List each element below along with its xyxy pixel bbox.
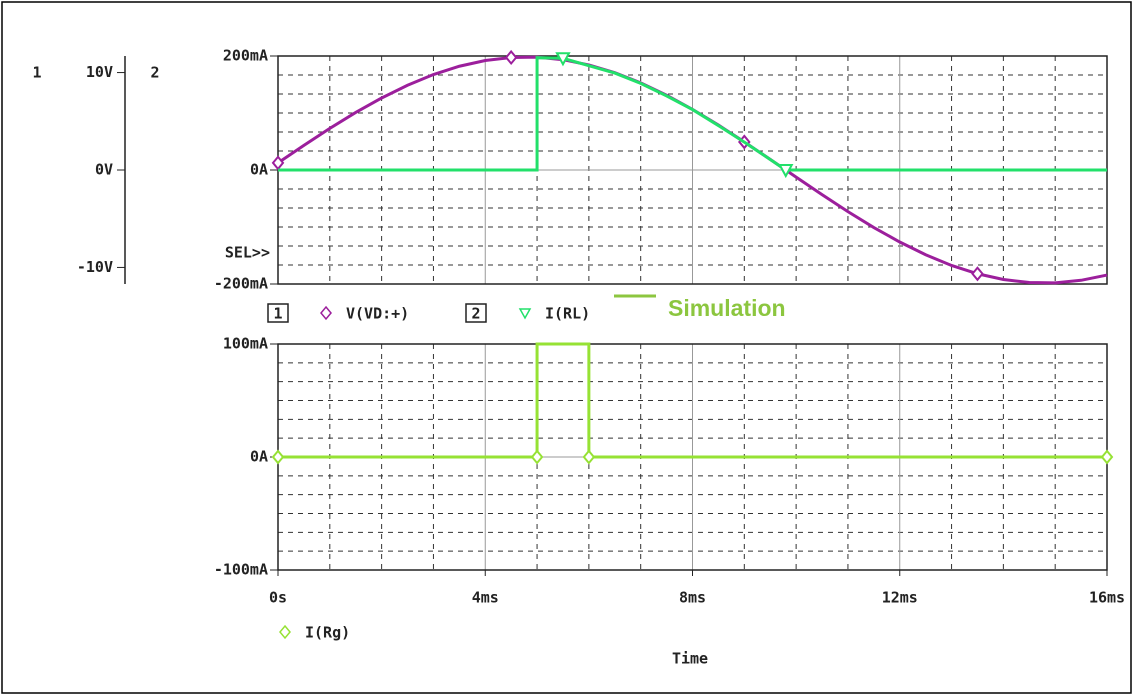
y-tick-label: 200mA bbox=[223, 47, 268, 65]
y2-axis-number: 1 bbox=[32, 64, 41, 82]
annotation: Simulation bbox=[668, 295, 786, 321]
x-tick-label: 12ms bbox=[882, 589, 918, 607]
x-tick-label: 4ms bbox=[472, 589, 499, 607]
y-axis-number: 2 bbox=[150, 64, 159, 82]
legend-box bbox=[267, 303, 289, 323]
legend-label: I(RL) bbox=[545, 305, 590, 323]
legend-symbol bbox=[279, 624, 291, 640]
x-axis-label: Time bbox=[672, 650, 708, 668]
series-line bbox=[278, 342, 1107, 459]
marker bbox=[271, 449, 285, 465]
y-tick-label: -200mA bbox=[214, 275, 268, 293]
marker bbox=[530, 449, 544, 465]
legend-label: I(Rg) bbox=[305, 624, 350, 642]
x-tick-label: 0s bbox=[269, 589, 287, 607]
marker bbox=[971, 266, 984, 282]
series-line bbox=[278, 56, 1107, 172]
legend-label: V(VD:+) bbox=[346, 305, 409, 323]
y-tick-label: -100mA bbox=[214, 561, 268, 579]
legend-axis-number: 2 bbox=[471, 305, 480, 323]
legend-axis-number: 1 bbox=[273, 305, 282, 323]
x-tick-label: 16ms bbox=[1089, 589, 1125, 607]
y-tick-label: 0A bbox=[250, 161, 268, 179]
marker bbox=[555, 52, 571, 67]
selector: SEL>> bbox=[225, 244, 270, 262]
legend-symbol bbox=[518, 308, 532, 320]
marker bbox=[504, 49, 518, 66]
x-tick-label: 8ms bbox=[679, 589, 706, 607]
y-tick-label: 100mA bbox=[223, 335, 268, 353]
legend-symbol bbox=[320, 305, 332, 321]
y-tick-label: 0A bbox=[250, 448, 268, 466]
legend-box bbox=[465, 303, 487, 323]
marker bbox=[1100, 449, 1114, 465]
marker bbox=[778, 164, 794, 179]
marker bbox=[271, 155, 285, 171]
marker bbox=[582, 449, 596, 465]
y2-tick-label: 0V bbox=[95, 161, 113, 179]
y2-tick-label: 10V bbox=[86, 63, 113, 81]
y2-tick-label: -10V bbox=[77, 258, 113, 276]
